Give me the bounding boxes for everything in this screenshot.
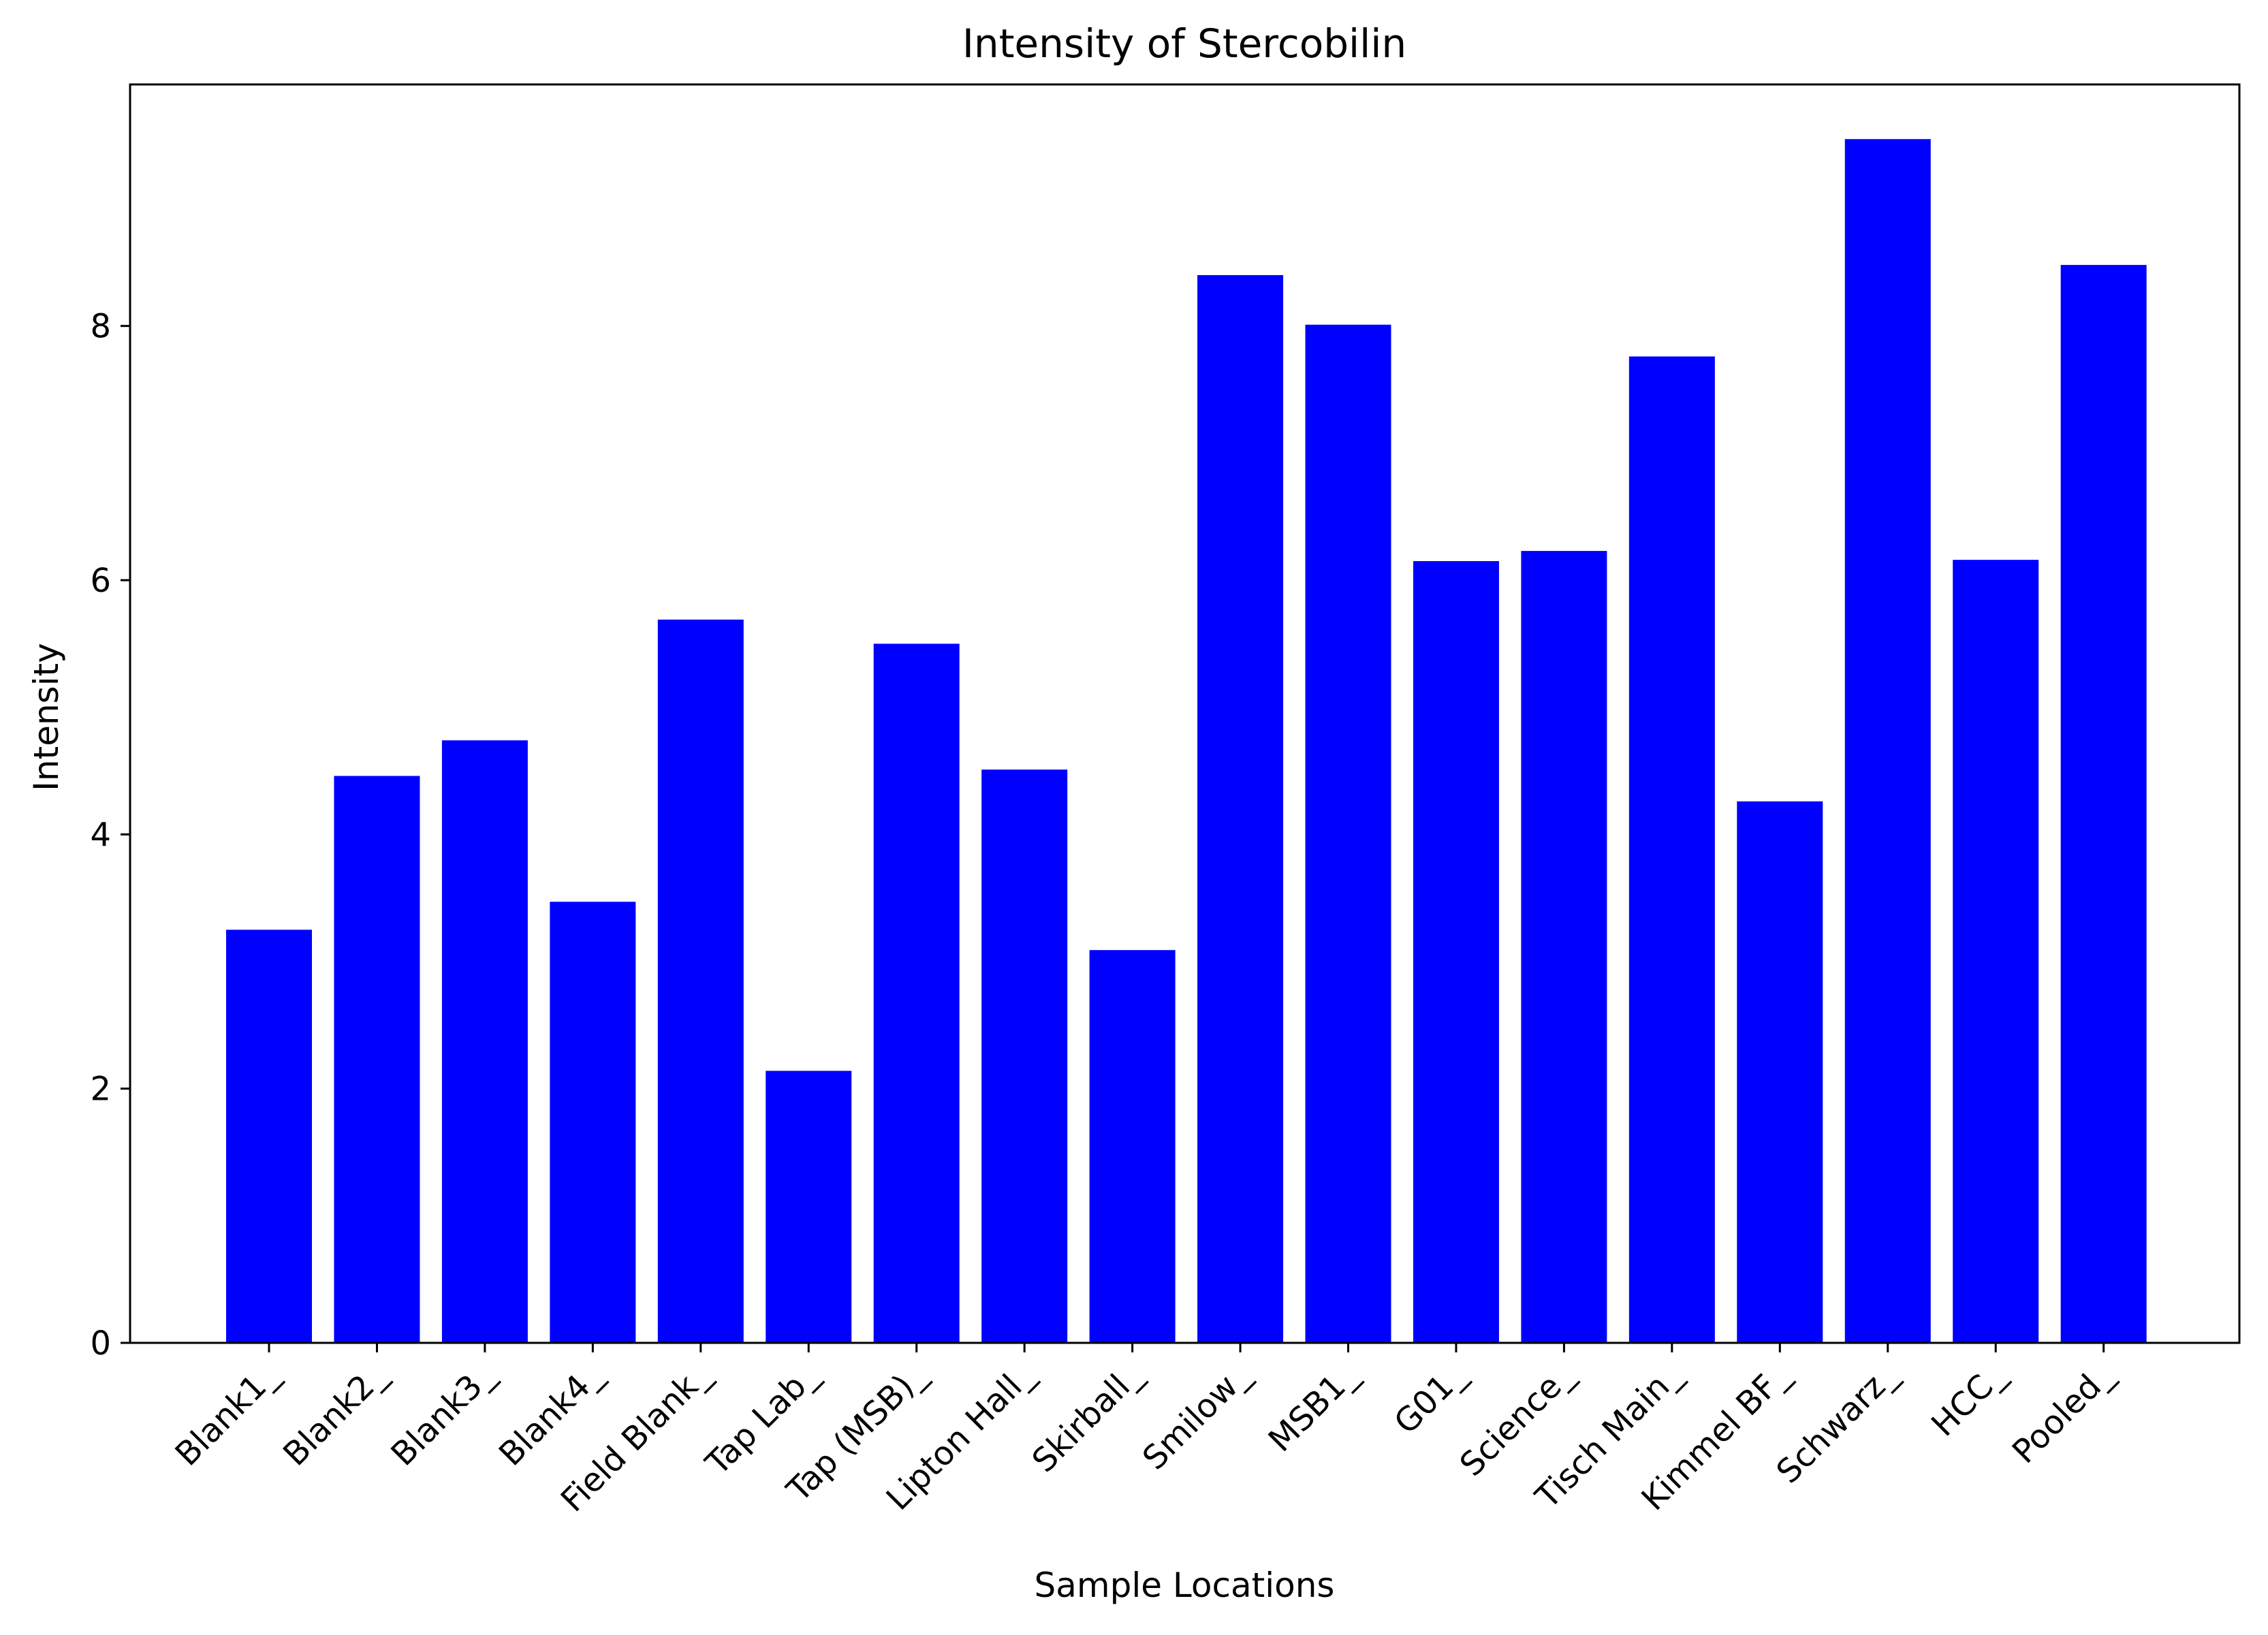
bar <box>226 930 312 1343</box>
y-tick-label: 0 <box>90 1324 111 1363</box>
bar <box>1089 950 1176 1343</box>
bar <box>441 740 528 1343</box>
x-axis: Blank1_Blank2_Blank3_Blank4_Field Blank_… <box>168 1343 2121 1519</box>
bar <box>2060 265 2147 1343</box>
y-axis-label: Intensity <box>27 643 66 791</box>
bar <box>1844 139 1931 1343</box>
plot-frame <box>129 83 2241 1344</box>
bar <box>1197 275 1284 1343</box>
bar <box>1521 551 1607 1343</box>
bar <box>1413 561 1499 1343</box>
y-tick-label: 8 <box>90 308 111 346</box>
bar <box>334 776 420 1343</box>
x-tick-label: Pooled_ <box>2005 1355 2121 1471</box>
x-tick-label: G01_ <box>1387 1355 1473 1442</box>
x-tick-label: Skirball_ <box>1025 1355 1150 1480</box>
bar <box>550 902 636 1343</box>
x-tick-label: MSB1_ <box>1261 1355 1366 1459</box>
x-tick-label: Blank2_ <box>276 1355 394 1474</box>
bar <box>657 619 744 1343</box>
bar <box>766 1070 852 1343</box>
x-tick-label: HCC_ <box>1924 1355 2013 1444</box>
y-axis: 0 2 4 6 8 <box>90 308 130 1363</box>
x-tick-label: Smilow_ <box>1135 1355 1257 1477</box>
x-tick-label: Blank1_ <box>168 1355 287 1474</box>
bar <box>1628 356 1715 1343</box>
bar <box>981 769 1068 1343</box>
bars-layer <box>226 139 2147 1343</box>
bar <box>1953 560 2039 1343</box>
y-tick-label: 2 <box>90 1070 111 1109</box>
y-tick-label: 6 <box>90 562 111 600</box>
bar <box>1737 801 1823 1343</box>
x-axis-label: Sample Locations <box>1035 1566 1335 1605</box>
x-tick-label: Blank3_ <box>384 1355 503 1474</box>
chart-title: Intensity of Stercobilin <box>962 20 1406 67</box>
bar <box>1305 324 1391 1343</box>
x-tick-label: Schwarz_ <box>1769 1355 1905 1491</box>
y-tick-label: 4 <box>90 816 111 854</box>
bar <box>873 644 960 1343</box>
